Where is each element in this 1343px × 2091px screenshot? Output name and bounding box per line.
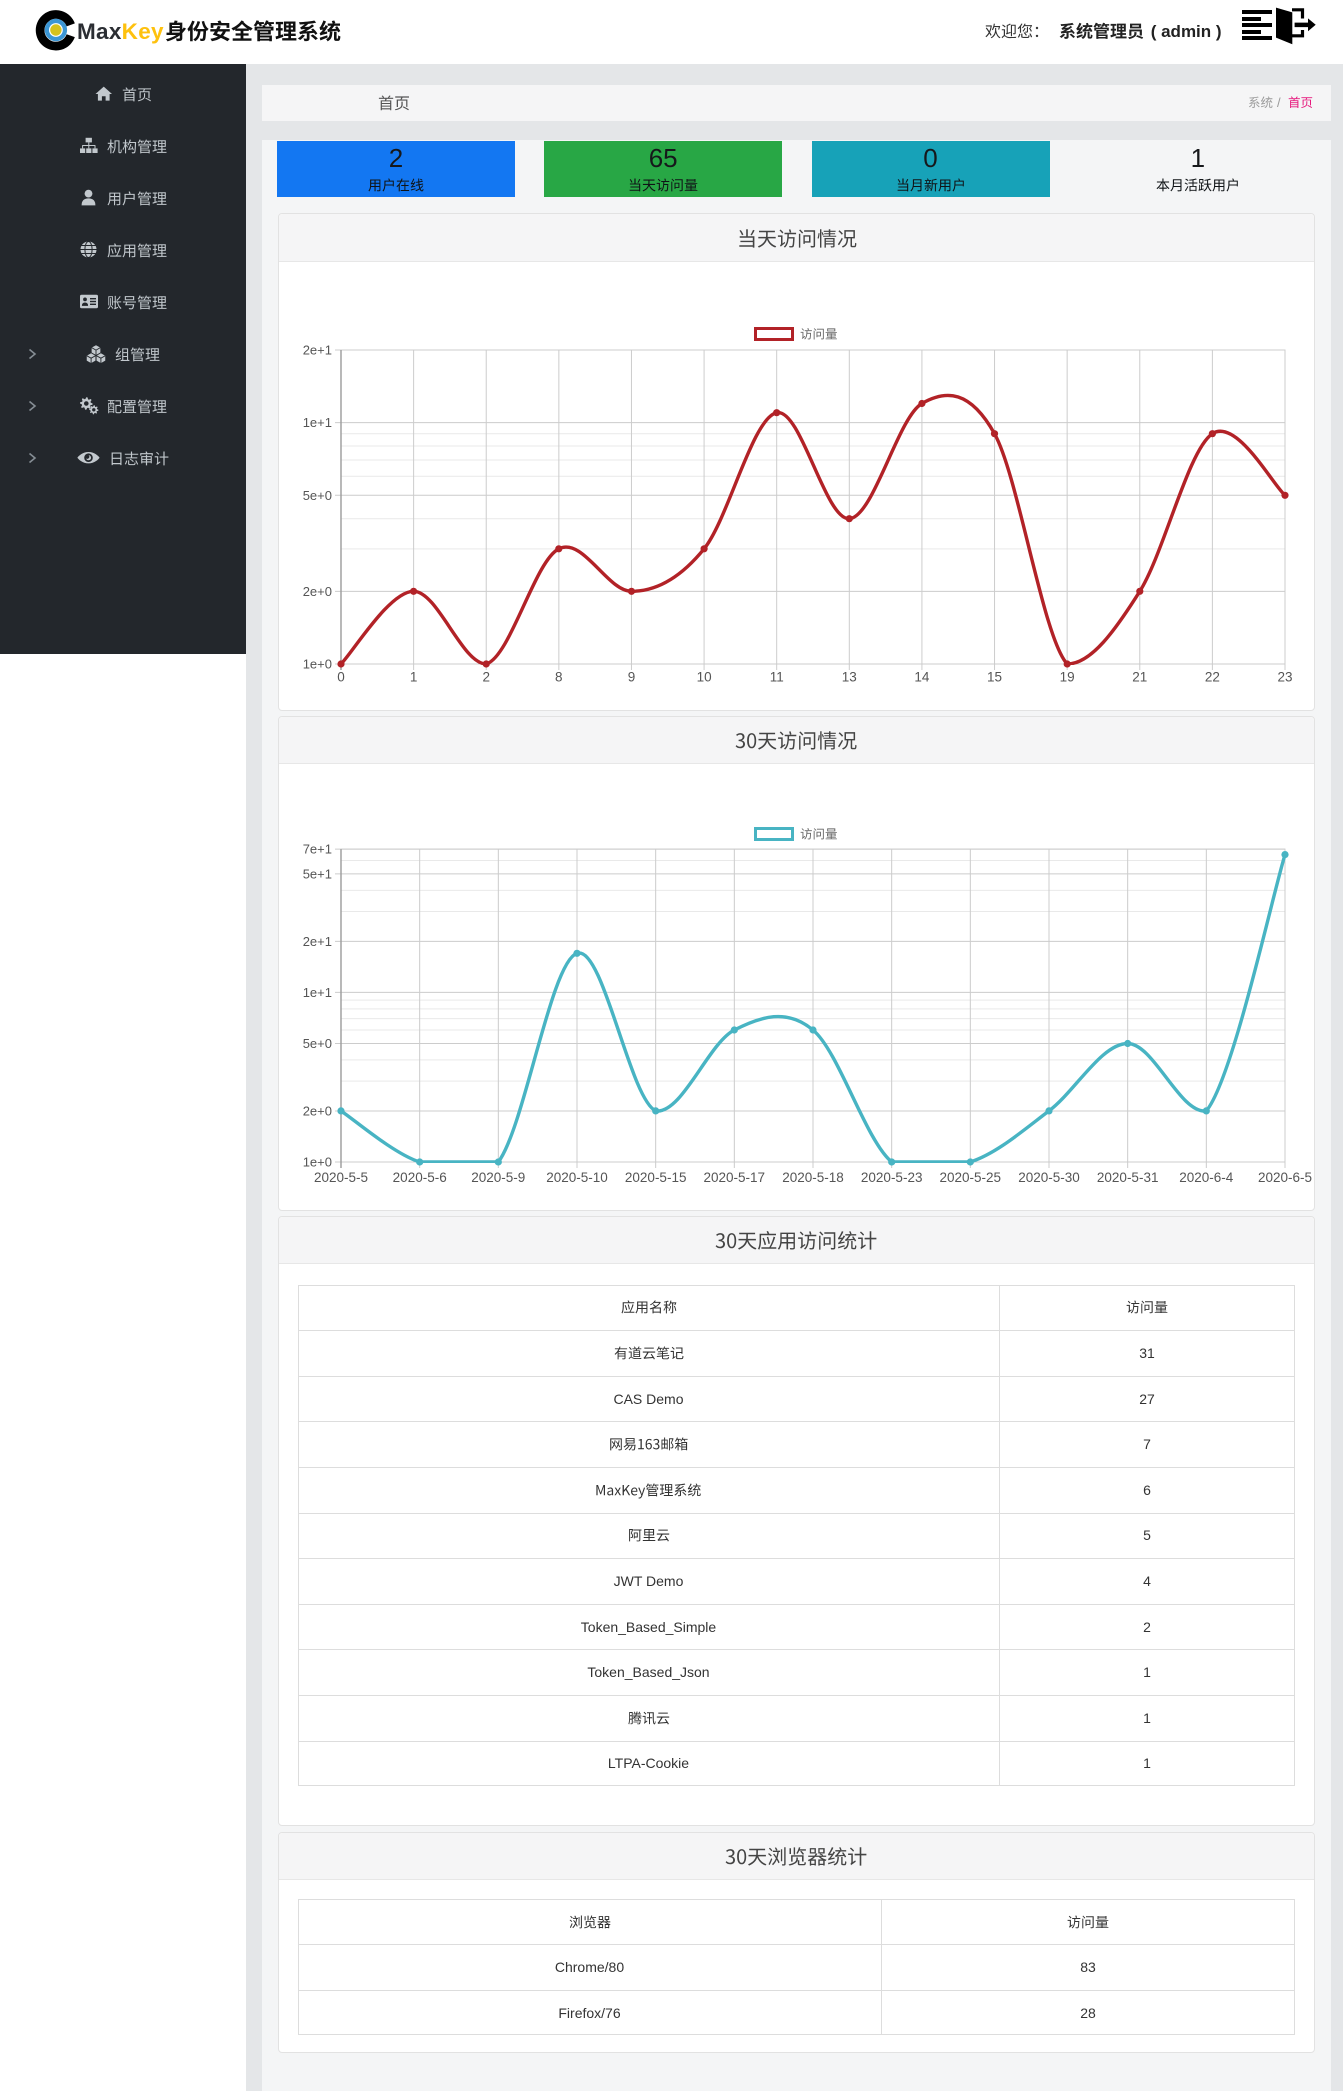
svg-text:11: 11	[770, 670, 784, 685]
svg-text:2020-5-5: 2020-5-5	[314, 1170, 368, 1185]
svg-text:2: 2	[482, 670, 490, 685]
svg-text:13: 13	[842, 670, 857, 685]
svg-text:2e+0: 2e+0	[303, 584, 332, 599]
svg-text:2020-6-5: 2020-6-5	[1258, 1170, 1312, 1185]
svg-text:5e+1: 5e+1	[303, 866, 332, 881]
svg-text:23: 23	[1277, 670, 1292, 685]
svg-text:2020-5-25: 2020-5-25	[940, 1170, 1002, 1185]
svg-text:2020-5-17: 2020-5-17	[704, 1170, 766, 1185]
svg-text:1: 1	[410, 670, 418, 685]
svg-text:1e+0: 1e+0	[303, 1155, 332, 1170]
svg-text:2020-6-4: 2020-6-4	[1179, 1170, 1234, 1185]
svg-text:2020-5-15: 2020-5-15	[625, 1170, 687, 1185]
svg-text:0: 0	[337, 670, 345, 685]
svg-text:1e+0: 1e+0	[303, 657, 332, 672]
svg-text:1e+1: 1e+1	[303, 985, 332, 1000]
svg-text:2020-5-30: 2020-5-30	[1018, 1170, 1080, 1185]
svg-text:2e+0: 2e+0	[303, 1103, 332, 1118]
svg-text:22: 22	[1205, 670, 1220, 685]
svg-text:10: 10	[697, 670, 712, 685]
svg-text:2e+1: 2e+1	[303, 934, 332, 949]
svg-text:1e+1: 1e+1	[303, 415, 332, 430]
svg-text:2020-5-9: 2020-5-9	[471, 1170, 525, 1185]
svg-text:2020-5-31: 2020-5-31	[1097, 1170, 1159, 1185]
svg-text:14: 14	[914, 670, 930, 685]
svg-text:5e+0: 5e+0	[303, 1036, 332, 1051]
svg-text:5e+0: 5e+0	[303, 488, 332, 503]
svg-text:/: /	[1277, 95, 1281, 110]
svg-text:2020-5-23: 2020-5-23	[861, 1170, 923, 1185]
svg-text:7e+1: 7e+1	[303, 842, 332, 857]
svg-text:15: 15	[987, 670, 1002, 685]
svg-text:9: 9	[628, 670, 636, 685]
svg-text:2020-5-18: 2020-5-18	[782, 1170, 844, 1185]
svg-text:2e+1: 2e+1	[303, 343, 332, 358]
svg-text:21: 21	[1132, 670, 1147, 685]
svg-text:19: 19	[1060, 670, 1075, 685]
svg-text:2020-5-6: 2020-5-6	[393, 1170, 447, 1185]
svg-text:8: 8	[555, 670, 563, 685]
svg-text:2020-5-10: 2020-5-10	[546, 1170, 608, 1185]
